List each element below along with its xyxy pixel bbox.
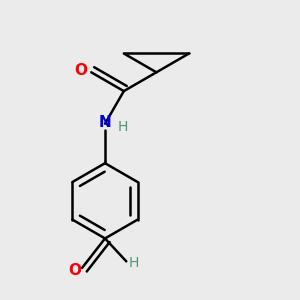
Text: O: O [68,263,81,278]
Text: O: O [74,63,87,78]
Text: H: H [118,120,128,134]
Text: H: H [128,256,139,270]
Text: N: N [99,115,111,130]
